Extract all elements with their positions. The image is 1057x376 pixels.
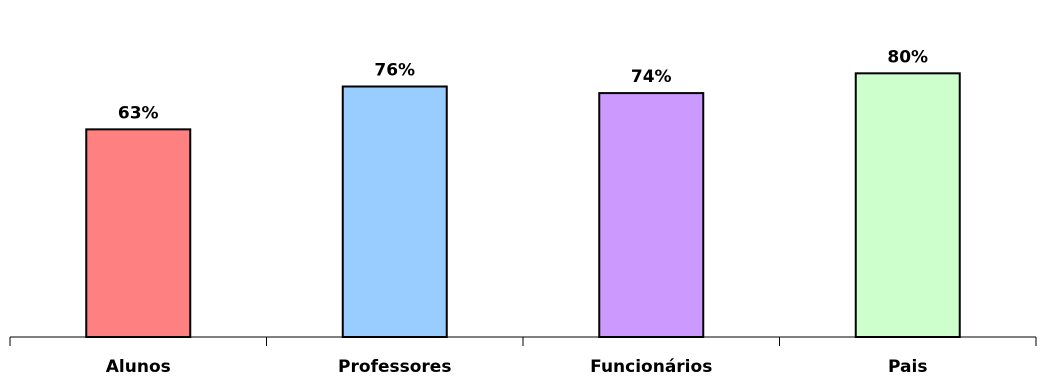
bar-3 <box>598 92 705 339</box>
bar-1 <box>85 128 192 338</box>
category-label-3: Funcionários <box>590 357 712 376</box>
category-label-4: Pais <box>888 357 927 376</box>
category-label-2: Professores <box>338 357 451 376</box>
bars-group <box>85 72 961 339</box>
category-labels-group: Alunos Professores Funcionários Pais <box>106 357 928 376</box>
x-axis-ticks <box>9 337 1037 346</box>
category-label-1: Alunos <box>106 357 171 376</box>
value-label-1: 63% <box>118 103 159 123</box>
bar-4 <box>854 72 961 338</box>
bar-2 <box>341 85 448 338</box>
value-labels-group: 63% 76% 74% 80% <box>118 47 928 123</box>
value-label-4: 80% <box>887 47 928 67</box>
value-label-2: 76% <box>374 61 415 81</box>
value-label-3: 74% <box>631 67 672 87</box>
